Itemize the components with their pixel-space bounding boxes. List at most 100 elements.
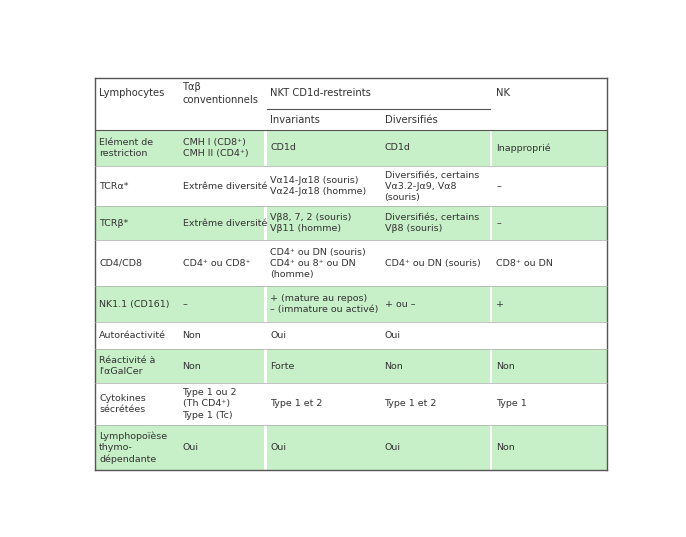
- Text: Oui: Oui: [270, 331, 286, 340]
- Text: Forte: Forte: [270, 362, 294, 371]
- Bar: [266, 383, 381, 425]
- Bar: [381, 425, 490, 470]
- Bar: [381, 349, 490, 383]
- Text: CD1d: CD1d: [270, 143, 296, 153]
- Text: Type 1: Type 1: [496, 400, 527, 409]
- Bar: [266, 349, 381, 383]
- Bar: [179, 425, 264, 470]
- Bar: [493, 109, 606, 130]
- Bar: [179, 322, 264, 349]
- Bar: [179, 349, 264, 383]
- Text: Oui: Oui: [385, 331, 401, 340]
- Text: Inapproprié: Inapproprié: [496, 143, 551, 153]
- Bar: [179, 383, 264, 425]
- Text: –: –: [496, 182, 501, 191]
- Bar: [95, 78, 179, 109]
- Bar: [381, 109, 490, 130]
- Bar: [95, 241, 179, 286]
- Text: Invariants: Invariants: [270, 114, 320, 125]
- Bar: [493, 206, 606, 241]
- Bar: [493, 425, 606, 470]
- Bar: [266, 425, 381, 470]
- Text: Extrême diversité: Extrême diversité: [182, 219, 267, 228]
- Text: Vβ8, 7, 2 (souris)
Vβ11 (homme): Vβ8, 7, 2 (souris) Vβ11 (homme): [270, 213, 352, 234]
- Bar: [95, 286, 179, 322]
- Bar: [493, 349, 606, 383]
- Bar: [179, 206, 264, 241]
- Text: –: –: [182, 300, 187, 309]
- Bar: [493, 383, 606, 425]
- Bar: [381, 206, 490, 241]
- Text: CD1d: CD1d: [385, 143, 410, 153]
- Bar: [179, 130, 264, 166]
- Text: Vα14-Jα18 (souris)
Vα24-Jα18 (homme): Vα14-Jα18 (souris) Vα24-Jα18 (homme): [270, 176, 366, 196]
- Text: Oui: Oui: [270, 443, 286, 452]
- Bar: [381, 109, 490, 130]
- Text: Elément de
restriction: Elément de restriction: [99, 138, 153, 158]
- Bar: [179, 241, 264, 286]
- Bar: [179, 166, 264, 206]
- Bar: [493, 286, 606, 322]
- Text: NK1.1 (CD161): NK1.1 (CD161): [99, 300, 169, 309]
- Bar: [266, 286, 381, 322]
- Bar: [95, 383, 179, 425]
- Text: Non: Non: [496, 443, 515, 452]
- Text: TCRα*: TCRα*: [99, 182, 128, 191]
- Text: Type 1 ou 2
(Th CD4⁺)
Type 1 (Tc): Type 1 ou 2 (Th CD4⁺) Type 1 (Tc): [182, 388, 237, 419]
- Text: Diversifiés: Diversifiés: [385, 114, 437, 125]
- Bar: [493, 78, 606, 109]
- Bar: [179, 109, 264, 130]
- Bar: [95, 349, 179, 383]
- Bar: [493, 130, 606, 166]
- Text: Non: Non: [182, 331, 201, 340]
- Bar: [266, 78, 490, 109]
- Text: Non: Non: [496, 362, 515, 371]
- Text: NKT CD1d-restreints: NKT CD1d-restreints: [270, 89, 371, 98]
- Bar: [95, 206, 179, 241]
- Text: + ou –: + ou –: [385, 300, 415, 309]
- Bar: [381, 383, 490, 425]
- Text: Lymphocytes: Lymphocytes: [99, 89, 165, 98]
- Text: Lymphopoïèse
thymo-
dépendante: Lymphopoïèse thymo- dépendante: [99, 431, 167, 464]
- Text: CD4/CD8: CD4/CD8: [99, 259, 142, 268]
- Text: +: +: [496, 300, 504, 309]
- Text: Non: Non: [182, 362, 201, 371]
- Text: Réactivité à
l'αGalCer: Réactivité à l'αGalCer: [99, 356, 156, 376]
- Bar: [381, 130, 490, 166]
- Bar: [95, 109, 179, 130]
- Text: Cytokines
sécrétées: Cytokines sécrétées: [99, 394, 146, 414]
- Bar: [179, 78, 264, 109]
- Text: + (mature au repos)
– (immature ou activé): + (mature au repos) – (immature ou activ…: [270, 294, 379, 314]
- Bar: [266, 166, 381, 206]
- Text: CD4⁺ ou DN (souris)
CD4⁺ ou 8⁺ ou DN
(homme): CD4⁺ ou DN (souris) CD4⁺ ou 8⁺ ou DN (ho…: [270, 248, 366, 279]
- Bar: [266, 109, 381, 130]
- Bar: [179, 286, 264, 322]
- Text: NK: NK: [496, 89, 510, 98]
- Bar: [266, 130, 381, 166]
- Bar: [493, 166, 606, 206]
- Text: Type 1 et 2: Type 1 et 2: [385, 400, 437, 409]
- Text: Oui: Oui: [385, 443, 401, 452]
- Bar: [266, 206, 381, 241]
- Text: Diversifiés, certains
Vβ8 (souris): Diversifiés, certains Vβ8 (souris): [385, 213, 479, 234]
- Text: Extrême diversité: Extrême diversité: [182, 182, 267, 191]
- Bar: [493, 241, 606, 286]
- Text: Autoréactivité: Autoréactivité: [99, 331, 166, 340]
- Bar: [266, 241, 381, 286]
- Text: Type 1 et 2: Type 1 et 2: [270, 400, 322, 409]
- Bar: [381, 166, 490, 206]
- Bar: [95, 425, 179, 470]
- Text: TCRβ*: TCRβ*: [99, 219, 128, 228]
- Bar: [381, 241, 490, 286]
- Text: CD4⁺ ou CD8⁺: CD4⁺ ou CD8⁺: [182, 259, 250, 268]
- Text: CMH I (CD8⁺)
CMH II (CD4⁺): CMH I (CD8⁺) CMH II (CD4⁺): [182, 138, 248, 158]
- Bar: [381, 322, 490, 349]
- Text: Tαβ
conventionnels: Tαβ conventionnels: [182, 82, 259, 105]
- Text: CD4⁺ ou DN (souris): CD4⁺ ou DN (souris): [385, 259, 480, 268]
- Text: Diversifiés, certains
Vα3.2-Jα9, Vα8
(souris): Diversifiés, certains Vα3.2-Jα9, Vα8 (so…: [385, 171, 479, 202]
- Bar: [95, 166, 179, 206]
- Bar: [266, 322, 381, 349]
- Bar: [95, 130, 179, 166]
- Bar: [381, 286, 490, 322]
- Text: Non: Non: [385, 362, 403, 371]
